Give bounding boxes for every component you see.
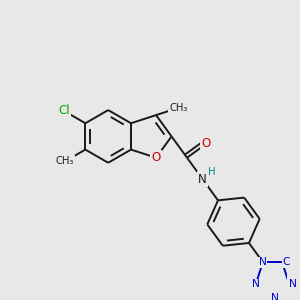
Text: H: H (208, 167, 215, 177)
Text: CH₃: CH₃ (56, 156, 74, 167)
Text: CH₃: CH₃ (169, 103, 188, 113)
Text: O: O (152, 151, 161, 164)
Text: N: N (259, 257, 267, 267)
Text: Cl: Cl (58, 104, 70, 117)
Text: C: C (282, 257, 290, 267)
Text: N: N (271, 293, 278, 300)
Text: N: N (252, 279, 260, 289)
Text: N: N (289, 279, 297, 289)
Text: N: N (198, 172, 207, 185)
Text: O: O (202, 137, 211, 150)
